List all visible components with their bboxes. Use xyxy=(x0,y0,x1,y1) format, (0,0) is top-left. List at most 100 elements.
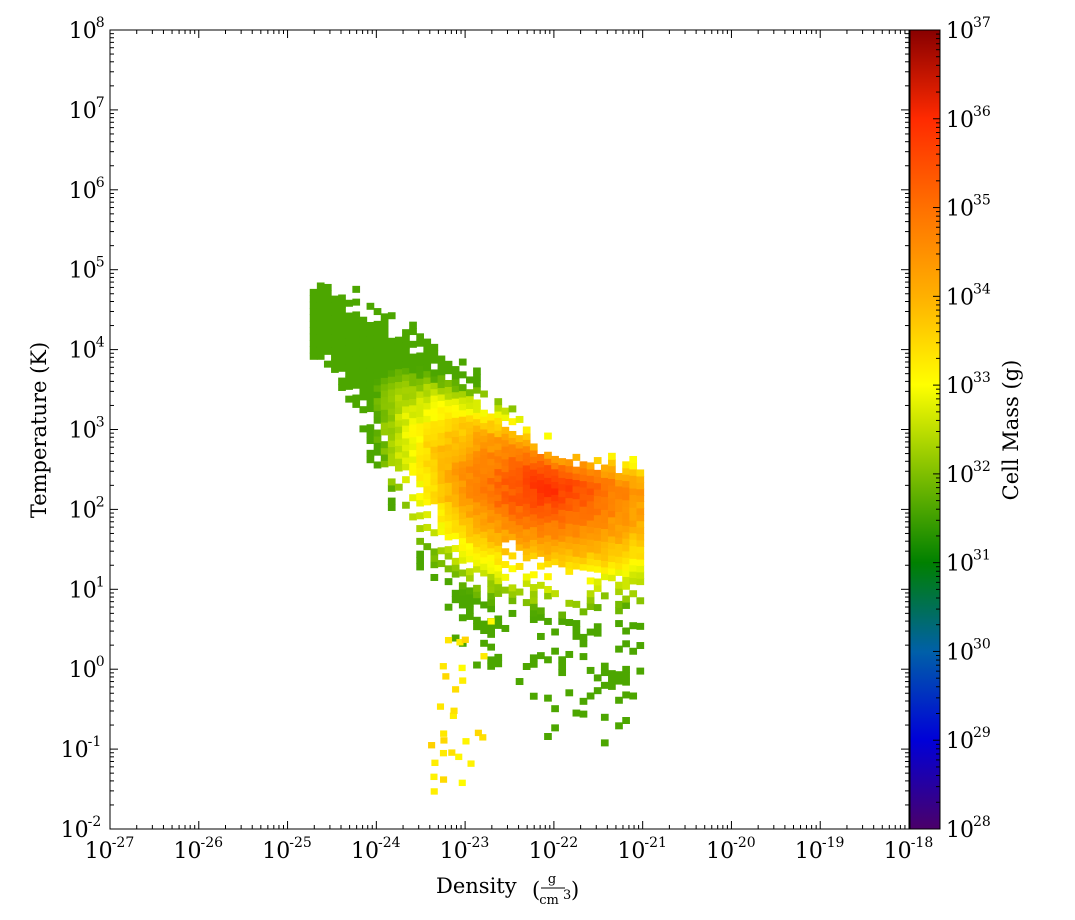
heatmap-cell xyxy=(473,476,481,484)
heatmap-cell xyxy=(416,410,424,418)
heatmap-cell xyxy=(373,403,382,411)
heatmap-cell xyxy=(430,548,439,556)
colorbar-tick-label-exponent: 29 xyxy=(973,725,991,741)
heatmap-cell xyxy=(572,485,581,493)
heatmap-cell xyxy=(359,329,368,337)
heatmap-cell xyxy=(515,588,524,596)
heatmap-cell xyxy=(487,547,496,555)
heatmap-cell xyxy=(480,537,488,545)
heatmap-cell xyxy=(537,517,545,525)
heatmap-cell xyxy=(494,615,503,623)
heatmap-cell xyxy=(487,515,496,523)
heatmap-cell xyxy=(451,417,460,425)
heatmap-cell xyxy=(501,509,510,517)
heatmap-cell xyxy=(359,342,368,350)
heatmap-cell xyxy=(508,533,517,541)
heatmap-cell xyxy=(458,556,467,564)
heatmap-cell xyxy=(494,442,503,450)
heatmap-cell xyxy=(416,454,424,462)
heatmap-cell xyxy=(423,376,432,384)
heatmap-cell xyxy=(622,563,630,571)
heatmap-cell xyxy=(309,301,318,309)
heatmap-cell xyxy=(465,478,474,486)
heatmap-cell xyxy=(608,535,616,543)
heatmap-cell xyxy=(458,537,467,545)
heatmap-cell xyxy=(544,528,552,536)
heatmap-cell xyxy=(522,515,531,523)
heatmap-cell xyxy=(345,395,353,403)
heatmap-cell xyxy=(529,545,538,553)
heatmap-cell xyxy=(461,636,469,643)
colorbar-tick-label: 10 31 xyxy=(946,548,991,577)
heatmap-cell xyxy=(558,458,567,466)
heatmap-cell xyxy=(558,541,567,549)
heatmap-cell xyxy=(487,522,496,530)
heatmap-cell xyxy=(465,593,474,601)
y-tick-label-base: 10 xyxy=(69,179,97,204)
heatmap-cell xyxy=(323,347,332,355)
heatmap-cell xyxy=(458,543,467,551)
heatmap-cell xyxy=(373,352,382,360)
heatmap-cell xyxy=(373,384,382,392)
heatmap-cell xyxy=(331,333,339,341)
heatmap-cell xyxy=(366,366,375,374)
heatmap-cell xyxy=(465,491,474,499)
heatmap-cell xyxy=(544,560,552,568)
heatmap-cell xyxy=(451,564,460,572)
heatmap-cell xyxy=(316,282,325,290)
heatmap-cell xyxy=(437,393,446,401)
heatmap-cell xyxy=(437,406,446,414)
colorbar-label: Cell Mass (g) xyxy=(999,360,1023,501)
heatmap-cell xyxy=(451,391,460,399)
heatmap-cell xyxy=(402,418,410,426)
heatmap-cell xyxy=(458,511,467,519)
heatmap-cell xyxy=(622,461,630,469)
heatmap-cell xyxy=(608,670,616,678)
heatmap-cell xyxy=(366,302,375,310)
heatmap-cell xyxy=(572,466,581,474)
heatmap-cell xyxy=(387,433,396,441)
heatmap-cell xyxy=(409,353,417,361)
heatmap-cell xyxy=(572,543,581,551)
heatmap-cell xyxy=(473,482,481,490)
colorbar-tick-label-base: 10 xyxy=(946,285,974,310)
heatmap-cell xyxy=(565,542,574,550)
heatmap-cell xyxy=(444,507,453,515)
heatmap-cell xyxy=(338,377,346,385)
heatmap-cell xyxy=(508,482,517,490)
heatmap-cell xyxy=(416,473,424,481)
heatmap-cell xyxy=(394,368,403,376)
heatmap-cell xyxy=(629,513,638,521)
heatmap-cell xyxy=(636,642,645,650)
heatmap-cell xyxy=(409,328,417,336)
heatmap-cell xyxy=(529,609,538,617)
heatmap-cell xyxy=(494,583,503,591)
heatmap-cell xyxy=(615,671,623,679)
heatmap-cell xyxy=(487,592,496,600)
heatmap-cell xyxy=(615,543,623,551)
heatmap-cell xyxy=(551,532,559,540)
heatmap-cell xyxy=(373,371,382,379)
heatmap-cell xyxy=(458,601,467,609)
heatmap-cell xyxy=(487,579,496,587)
heatmap-cell xyxy=(480,653,488,660)
heatmap-cell xyxy=(309,333,318,341)
heatmap-cell xyxy=(551,481,559,489)
heatmap-cell xyxy=(437,521,446,529)
heatmap-cell xyxy=(529,513,538,521)
heatmap-cell xyxy=(380,428,389,436)
heatmap-cell xyxy=(593,533,602,541)
heatmap-cell xyxy=(494,417,503,425)
heatmap-cell xyxy=(416,467,424,475)
heatmap-cell xyxy=(480,543,488,551)
heatmap-cell xyxy=(544,617,552,625)
heatmap-cell xyxy=(465,389,474,397)
colorbar-tick-label-base: 10 xyxy=(946,463,974,488)
heatmap-cell xyxy=(487,451,496,459)
heatmap-cell xyxy=(487,439,496,447)
heatmap-cell xyxy=(473,552,481,560)
heatmap-cell xyxy=(316,327,325,335)
heatmap-cell xyxy=(331,321,339,329)
heatmap-cell xyxy=(373,320,382,328)
heatmap-cell xyxy=(572,524,581,532)
